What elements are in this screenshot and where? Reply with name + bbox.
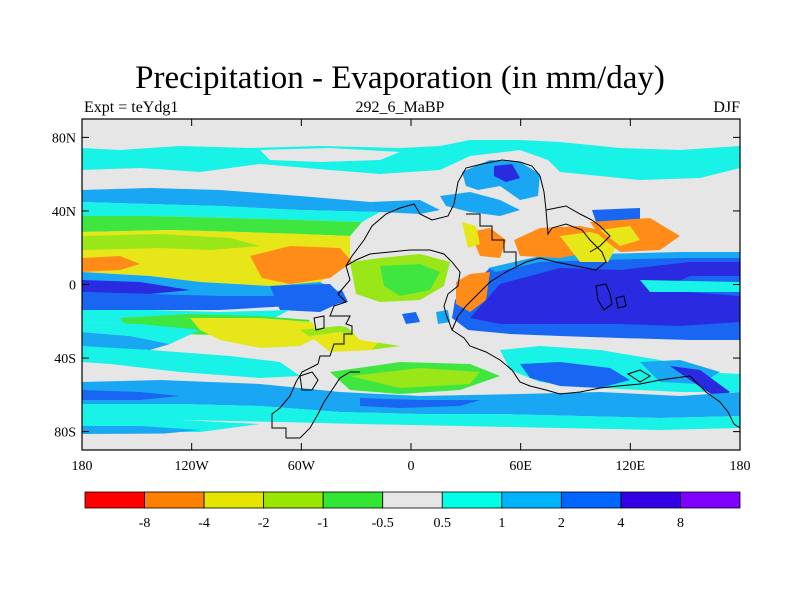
pangea-inner-coast: [345, 249, 461, 331]
colorbar-label: -4: [198, 516, 210, 531]
field-nh-cyan-band: [82, 202, 380, 222]
axis-tick-labels: 80N 40N 0 40S 80S 180 120W 60W 0 60E 120E 180: [52, 131, 751, 474]
field-nh-orange-pacific: [250, 246, 352, 284]
field-itcz-deep-west: [82, 280, 190, 294]
field-pangea-green: [380, 264, 440, 296]
colorbar-swatch: [84, 491, 145, 509]
field-so-sky: [82, 380, 740, 418]
colorbar-swatch: [620, 491, 681, 509]
lat-tick-label: 40S: [54, 352, 76, 367]
field-ne-blue: [592, 208, 640, 222]
lon-tick-label: 120E: [616, 459, 646, 474]
colorbar-label: -1: [317, 516, 329, 531]
lon-tick-label: 180: [72, 459, 93, 474]
colorbar-label: 0.5: [434, 516, 452, 531]
field-pangea-blue-spot: [402, 312, 420, 324]
field-sky-midlat-east: [440, 192, 520, 216]
lon-tick-label: 120W: [175, 459, 210, 474]
field-sh-lime-south: [350, 368, 480, 388]
colorbar-swatch: [501, 491, 562, 509]
axis-ticks: [81, 119, 741, 450]
field-nh-lime: [82, 234, 260, 250]
lon-tick-label: 60W: [288, 459, 316, 474]
colorbar-label: -8: [139, 516, 151, 531]
lon-tick-label: 60E: [509, 459, 532, 474]
field-north-blue: [462, 160, 540, 200]
colorbar-swatch: [441, 491, 503, 509]
colorbar-label: 4: [617, 516, 624, 531]
season-label: DJF: [713, 99, 740, 116]
field-sh-yellow: [190, 318, 320, 348]
field-sh-cyan-west: [82, 322, 200, 344]
field-nh-green: [82, 216, 362, 236]
lat-tick-label: 80S: [54, 426, 76, 441]
map-field: [82, 119, 740, 450]
colorbar-swatch: [144, 491, 205, 509]
field-north-deep: [494, 164, 520, 182]
colorbar-swatch: [560, 491, 622, 509]
continent-outlines: [271, 159, 741, 439]
arabia-step: [466, 213, 517, 266]
field-antarctic-grey: [82, 430, 740, 450]
lon-tick-label: 180: [730, 459, 751, 474]
colorbar-label: 1: [498, 516, 505, 531]
lat-tick-label: 40N: [52, 205, 76, 220]
east-island-1: [595, 283, 613, 311]
field-sh-cyan-band: [82, 346, 300, 378]
field-arctic-grey: [82, 119, 740, 150]
field-ne-yellow: [600, 226, 640, 246]
colorbar-swatch: [382, 491, 443, 509]
lat-tick-label: 0: [69, 279, 76, 294]
south-island: [299, 371, 319, 391]
field-so-sky-2: [82, 426, 200, 434]
se-spur: [626, 369, 651, 383]
field-pangea-south-grey: [330, 306, 470, 346]
sw-block: [313, 315, 325, 331]
field-sh-blue-south: [520, 362, 630, 388]
field-itcz-blue-west: [82, 292, 320, 310]
field-so-cyan: [82, 404, 740, 430]
field-east-dry: [470, 228, 506, 258]
colorbar-label: -0.5: [372, 516, 394, 531]
pangea-south-coast: [286, 371, 360, 439]
field-north-grey-patch: [260, 148, 400, 162]
colorbar-swatch: [680, 491, 741, 509]
map-title: Precipitation - Evaporation (in mm/day): [135, 60, 665, 96]
lon-tick-label: 0: [408, 459, 415, 474]
experiment-label: Expt = teYdg1: [84, 99, 179, 116]
field-tethys-cyan-tongue: [640, 280, 740, 292]
colorbar-label: -2: [258, 516, 270, 531]
colorbar-labels: -8 -4 -2 -1 -0.5 0.5 1 2 4 8: [139, 516, 684, 531]
field-nh-sky-band: [82, 188, 440, 214]
colorbar-label: 8: [677, 516, 684, 531]
colorbar-swatch: [322, 491, 384, 509]
field-eq-blue: [270, 284, 346, 312]
field-pangea-blue-spot-2: [330, 290, 348, 304]
period-label: 292_6_MaBP: [355, 99, 445, 116]
field-pangea-sky-spot: [436, 310, 450, 324]
field-nh-orange-west: [82, 256, 140, 272]
colorbar-swatch: [263, 491, 324, 509]
colorbar-label: 2: [558, 516, 565, 531]
east-island-2: [615, 295, 627, 309]
axes: 80N 40N 0 40S 80S 180 120W 60W 0 60E 120E 180: [52, 118, 751, 474]
field-east-yellow: [462, 222, 480, 248]
field-so-blue-mid: [360, 398, 480, 408]
pangea-coastline: [271, 159, 741, 438]
field-sh-sky-west: [82, 332, 170, 350]
field-so-blue: [82, 390, 180, 400]
field-pangea-orange: [456, 272, 490, 312]
colorbar: [84, 491, 741, 509]
field-sh-east-deep: [670, 366, 730, 400]
asia-block: [545, 205, 611, 253]
field-tethys-deep: [470, 262, 740, 326]
colorbar-swatch: [203, 491, 265, 509]
lat-tick-label: 80N: [52, 131, 76, 146]
